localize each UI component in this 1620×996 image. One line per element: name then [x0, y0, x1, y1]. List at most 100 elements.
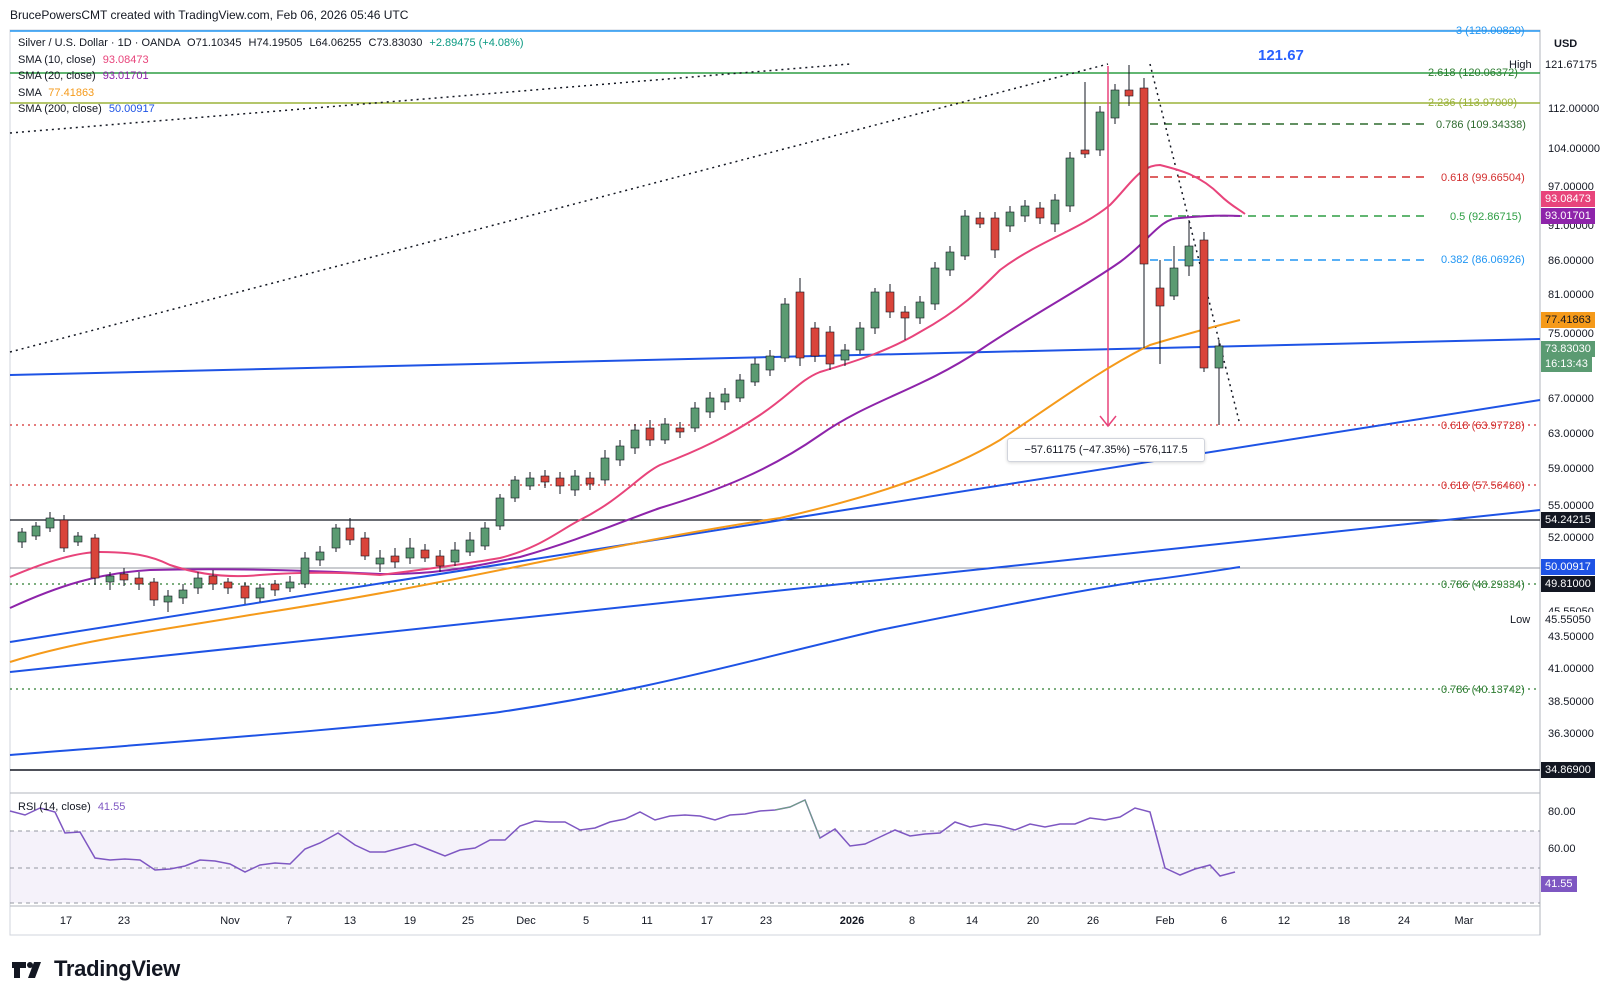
candle-down[interactable]	[360, 537, 370, 557]
candle-down[interactable]	[585, 477, 595, 485]
candle-up[interactable]	[1110, 89, 1120, 119]
candle-up[interactable]	[570, 475, 580, 491]
candle-up[interactable]	[1050, 199, 1060, 225]
high-annotation[interactable]: 121.67	[1258, 47, 1304, 64]
candle-up[interactable]	[405, 547, 415, 559]
candle-up[interactable]	[510, 479, 520, 499]
candles[interactable]	[17, 65, 1224, 612]
sma-orange-line[interactable]	[9, 319, 1241, 663]
candle-down[interactable]	[555, 477, 565, 487]
time-axis[interactable]: 17 23 Nov 7 13 19 25 Dec 5 11 17 23 2026 8 14 20 26 Feb 6 1…	[60, 915, 1474, 927]
candle-down[interactable]	[435, 555, 445, 567]
candle-up[interactable]	[300, 557, 310, 585]
candle-up[interactable]	[17, 531, 27, 543]
candle-down[interactable]	[270, 583, 280, 591]
candle-up[interactable]	[495, 497, 505, 527]
candle-up[interactable]	[945, 251, 955, 271]
candle-up[interactable]	[163, 595, 173, 603]
candle-up[interactable]	[765, 355, 775, 371]
candle-up[interactable]	[630, 429, 640, 449]
candle-up[interactable]	[1169, 267, 1179, 297]
candle-down[interactable]	[1080, 149, 1090, 155]
candle-down[interactable]	[675, 427, 685, 433]
candle-down[interactable]	[390, 555, 400, 563]
candle-up[interactable]	[193, 577, 203, 589]
candle-down[interactable]	[1199, 239, 1209, 369]
candle-down[interactable]	[149, 581, 159, 601]
indicator-sma20[interactable]: SMA (20, close) 93.01701	[18, 68, 524, 85]
candle-up[interactable]	[1095, 111, 1105, 151]
candle-up[interactable]	[285, 581, 295, 589]
candle-up[interactable]	[105, 575, 115, 583]
candle-down[interactable]	[540, 475, 550, 483]
candle-down[interactable]	[119, 573, 129, 581]
sma-200-line[interactable]	[9, 566, 1241, 756]
candle-up[interactable]	[255, 587, 265, 599]
candle-down[interactable]	[885, 291, 895, 313]
price-axis[interactable]: 121.67175112.00000104.0000097.0000091.00…	[1548, 56, 1600, 777]
indicator-sma200[interactable]: SMA (200, close) 50.00917	[18, 101, 524, 118]
candle-up[interactable]	[930, 267, 940, 305]
candle-up[interactable]	[480, 527, 490, 547]
candle-up[interactable]	[31, 525, 41, 537]
trendline-dotted-upper[interactable]	[9, 63, 851, 134]
candle-down[interactable]	[240, 585, 250, 599]
trendline-blue-horizontal[interactable]	[9, 338, 1541, 376]
candle-up[interactable]	[615, 445, 625, 461]
candle-up[interactable]	[1214, 345, 1224, 369]
indicator-sma[interactable]: SMA 77.41863	[18, 85, 524, 102]
candle-down[interactable]	[990, 217, 1000, 251]
candle-down[interactable]	[900, 311, 910, 319]
candle-up[interactable]	[178, 589, 188, 599]
symbol-title[interactable]: Silver / U.S. Dollar · 1D · OANDA	[18, 37, 180, 49]
candle-up[interactable]	[735, 379, 745, 399]
candle-up[interactable]	[525, 477, 535, 487]
candle-down[interactable]	[420, 549, 430, 559]
candle-up[interactable]	[1005, 211, 1015, 227]
candle-down[interactable]	[208, 575, 218, 585]
candle-up[interactable]	[840, 349, 850, 361]
currency-label[interactable]: USD	[1554, 38, 1578, 50]
candle-down[interactable]	[825, 331, 835, 365]
candle-up[interactable]	[331, 527, 341, 549]
candle-up[interactable]	[375, 557, 385, 565]
candle-up[interactable]	[855, 327, 865, 351]
candle-up[interactable]	[1020, 205, 1030, 217]
rsi-axis[interactable]: 80.00 60.00	[1548, 806, 1576, 855]
candle-down[interactable]	[1139, 87, 1149, 265]
candle-down[interactable]	[810, 327, 820, 357]
candle-down[interactable]	[59, 519, 69, 549]
candle-up[interactable]	[690, 407, 700, 429]
rsi-legend[interactable]: RSI (14, close) 41.55	[18, 801, 125, 813]
candle-up[interactable]	[870, 291, 880, 329]
rsi-line[interactable]	[9, 798, 1236, 877]
candle-down[interactable]	[345, 527, 355, 541]
candle-up[interactable]	[450, 549, 460, 563]
candle-up[interactable]	[660, 423, 670, 441]
candle-up[interactable]	[720, 393, 730, 403]
candle-up[interactable]	[465, 539, 475, 553]
candle-up[interactable]	[45, 517, 55, 529]
candle-down[interactable]	[134, 577, 144, 585]
candle-up[interactable]	[1184, 245, 1194, 267]
candle-down[interactable]	[223, 581, 233, 589]
candle-up[interactable]	[750, 363, 760, 383]
sma-20-line[interactable]	[9, 214, 1241, 609]
candle-up[interactable]	[73, 535, 83, 543]
candle-up[interactable]	[780, 303, 790, 359]
candle-up[interactable]	[315, 551, 325, 561]
candle-up[interactable]	[1065, 157, 1075, 207]
candle-up[interactable]	[705, 397, 715, 413]
candle-up[interactable]	[600, 457, 610, 481]
sma-10-line[interactable]	[9, 163, 1246, 578]
candle-down[interactable]	[645, 427, 655, 441]
trendline-blue-channel-lower[interactable]	[9, 509, 1541, 673]
trendline-blue-channel-upper[interactable]	[9, 399, 1541, 643]
candle-down[interactable]	[1155, 287, 1165, 307]
symbol-row[interactable]: Silver / U.S. Dollar · 1D · OANDA O71.10…	[18, 35, 524, 52]
candle-up[interactable]	[960, 215, 970, 257]
candle-down[interactable]	[975, 217, 985, 225]
tradingview-logo[interactable]: TradingView	[12, 956, 180, 982]
candle-down[interactable]	[90, 537, 100, 579]
